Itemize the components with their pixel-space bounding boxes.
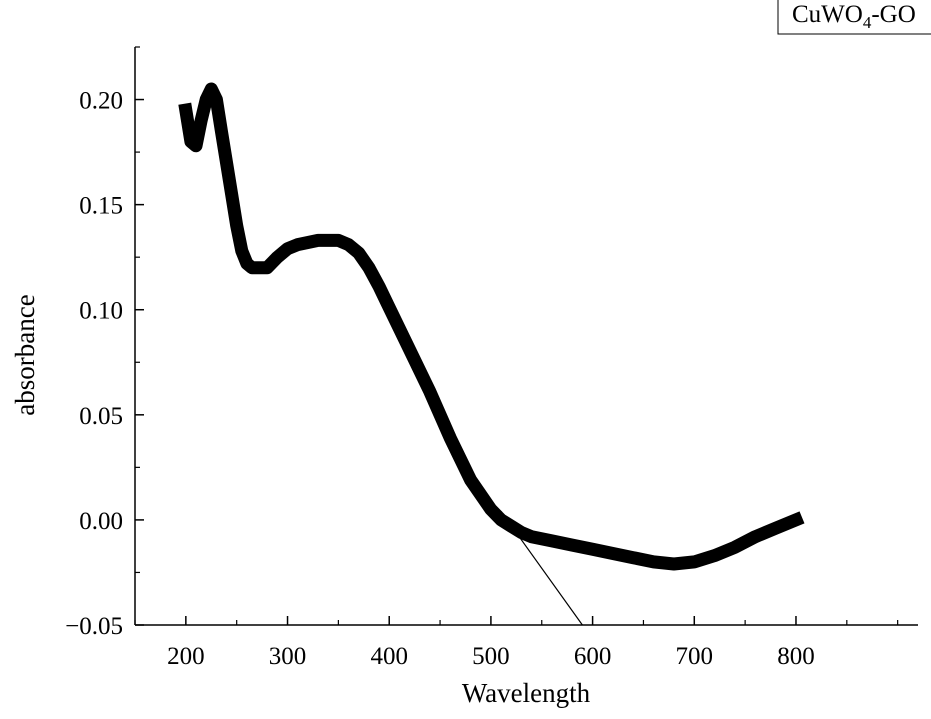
x-tick-label: 200 [167,643,205,670]
axis-ticks [134,46,899,626]
y-tick-label: 0.20 [79,88,123,115]
axis-tick-labels: 200 300 400 500 600 700 800 −0.05 0.00 0.05 0.10 0.… [65,88,815,670]
x-tick-label: 700 [676,643,714,670]
legend-box [777,0,931,35]
x-tick-label: 600 [574,643,612,670]
legend-label: CuWO4-GO [792,1,916,32]
y-tick-label: 0.15 [79,193,123,220]
x-tick-label: 800 [777,643,815,670]
x-tick-label: 400 [370,643,408,670]
y-tick-label: −0.05 [65,613,123,640]
series-layer [178,82,805,626]
x-axis-title: Wavelength [462,678,591,708]
x-tick-label: 500 [472,643,510,670]
y-tick-label: 0.00 [79,508,123,535]
x-tick-label: 300 [269,643,307,670]
absorbance-series-line [178,82,805,571]
legend: CuWO4-GO [777,0,931,35]
y-tick-label: 0.05 [79,403,123,430]
y-axis-title: absorbance [10,294,40,415]
y-tick-label: 0.10 [79,298,123,325]
tangent-line [500,511,583,626]
